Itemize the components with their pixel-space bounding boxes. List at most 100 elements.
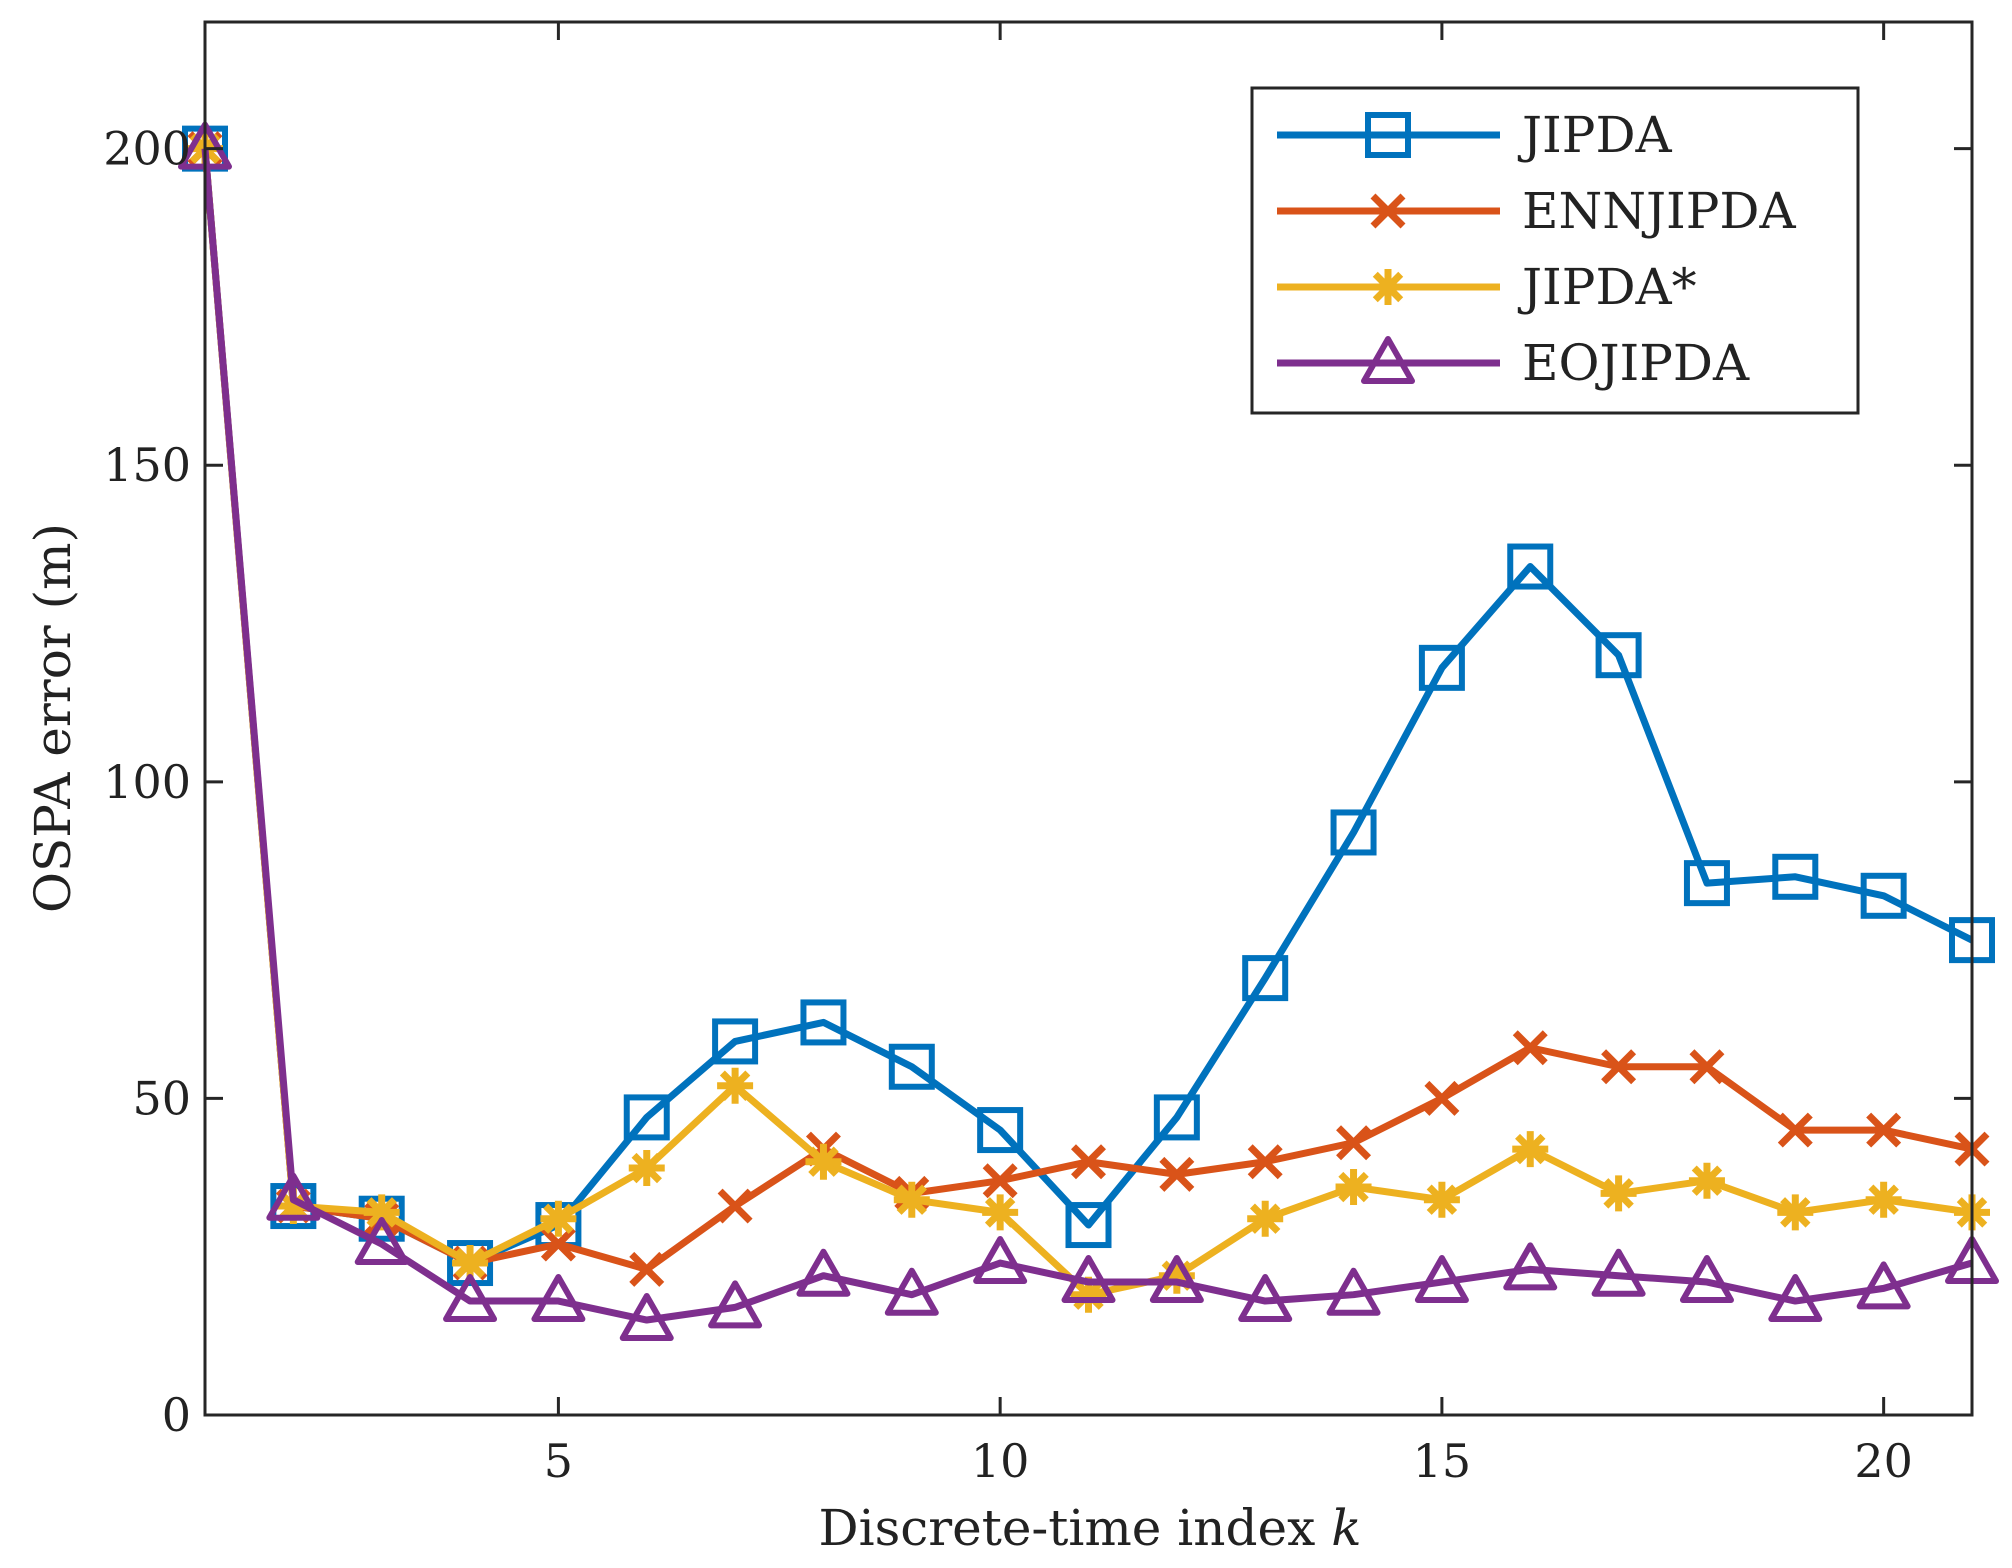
y-tick-label: 50 [132,1071,191,1125]
data-point [623,1094,670,1141]
data-point [1772,853,1819,900]
legend-entry: EOJIPDA [1277,334,1750,392]
y-tick-label: 0 [162,1388,191,1442]
data-point [1595,632,1642,679]
data-point [1683,860,1730,907]
data-point [1061,1255,1116,1304]
legend-label: EOJIPDA [1522,334,1750,392]
data-point [1065,1202,1112,1249]
y-tick-label: 200 [103,122,191,176]
data-point [977,1107,1024,1154]
data-point [1330,809,1377,856]
data-point [628,1150,665,1187]
marker-x [1370,193,1406,229]
data-point [805,1143,842,1180]
x-axis-label-text: Discrete-time index [819,1499,1316,1557]
data-point [531,1274,586,1323]
data-point [982,1194,1019,1231]
x-tick-label: 15 [1413,1434,1472,1488]
data-point [1424,1080,1460,1116]
data-point [266,1172,321,1221]
data-point [1865,1181,1902,1218]
data-point [629,1251,665,1287]
legend-entry: ENNJIPDA [1277,182,1797,240]
data-point [1149,1255,1204,1304]
data-point [1071,1144,1106,1180]
data-point [452,1245,489,1282]
x-tick-label: 10 [971,1434,1030,1488]
data-point [275,1188,312,1225]
data-point [1418,644,1465,691]
marker-square [1365,112,1411,158]
data-point [354,1217,409,1266]
data-point [717,1188,753,1224]
data-point [1860,872,1907,919]
data-point [1158,1257,1195,1294]
data-point [443,1274,498,1323]
marker-triangle [1361,336,1415,384]
data-point [973,1236,1028,1285]
data-point [1070,1276,1107,1313]
data-point [1153,1094,1200,1141]
data-point [540,1200,577,1237]
data-point [1856,1261,1911,1310]
data-point [1238,1274,1293,1323]
legend-label: ENNJIPDA [1522,182,1797,240]
data-point [1242,955,1289,1002]
data-point [1507,543,1554,590]
x-axis-label: Discrete-time index k [819,1499,1362,1557]
data-point [1247,1200,1284,1237]
plot-layer [178,121,1999,1342]
data-point [1866,1112,1902,1148]
data-point [363,1194,400,1231]
data-point [893,1181,930,1218]
legend-box [1250,86,1860,415]
data-point [1679,1255,1734,1304]
data-point [1336,1125,1372,1161]
legend-label: JIPDA [1517,106,1673,164]
data-point [540,1226,576,1262]
data-point [1159,1156,1195,1192]
data-point [796,1248,851,1297]
x-axis-label-var: k [1331,1499,1361,1557]
data-point [1601,1049,1637,1085]
data-point [708,1280,763,1329]
x-tick-label: 20 [1854,1434,1913,1488]
data-point [1689,1049,1725,1085]
data-point [1600,1175,1637,1212]
legend-entry: JIPDA* [1277,258,1697,316]
axes-frame [203,20,1974,1417]
data-point [1512,1030,1548,1066]
data-point [712,1018,759,1065]
marker-asterisk [1370,269,1406,305]
data-point [1503,1242,1558,1291]
data-point [1414,1255,1469,1304]
data-point [1777,1112,1813,1148]
data-point [1423,1181,1460,1218]
y-axis-label: OSPA error (m) [24,523,82,913]
series-eojipda [178,121,1999,1342]
data-point [800,999,847,1046]
data-point [1326,1267,1381,1316]
legend: JIPDA ENNJIPDA JIPDA* EOJIPDA [1250,86,1860,415]
data-point [1335,1169,1372,1206]
data-point [888,1043,935,1090]
y-tick-label: 150 [103,438,191,492]
x-tick-label: 5 [544,1434,573,1488]
legend-label: JIPDA* [1517,258,1697,316]
data-point [1768,1274,1823,1323]
data-point [717,1067,754,1104]
legend-entry: JIPDA [1277,106,1673,164]
data-point [1512,1131,1549,1168]
y-tick-label: 100 [103,755,191,809]
data-point [619,1293,674,1342]
data-point [1777,1194,1814,1231]
data-point [982,1163,1018,1199]
data-point [1591,1248,1646,1297]
data-point [1688,1162,1725,1199]
data-point [1247,1144,1283,1180]
data-point [884,1267,939,1316]
